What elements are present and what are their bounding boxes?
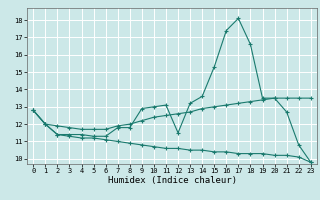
X-axis label: Humidex (Indice chaleur): Humidex (Indice chaleur) <box>108 176 236 185</box>
